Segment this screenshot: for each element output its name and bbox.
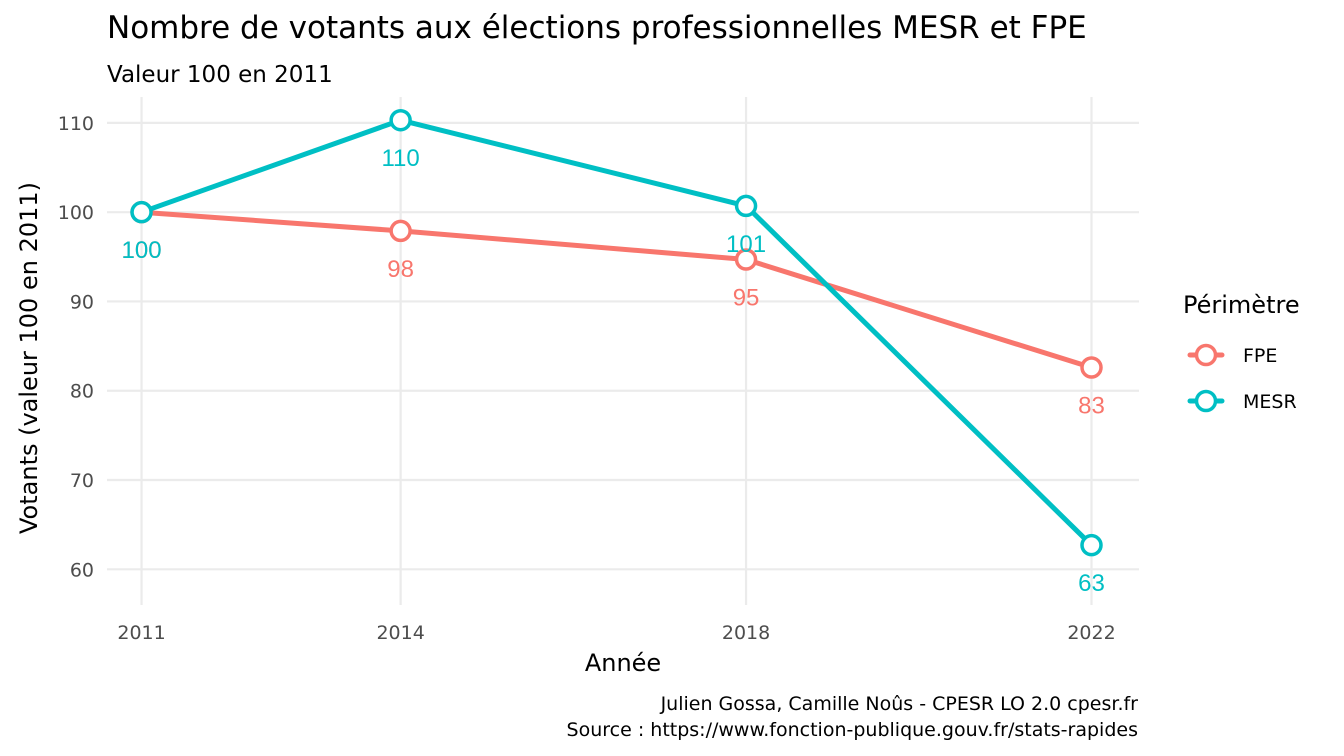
legend-title: Périmètre bbox=[1183, 291, 1300, 319]
data-label-fpe: 95 bbox=[733, 284, 760, 311]
x-tick-label: 2011 bbox=[117, 622, 165, 644]
axis-ticks: 60 70 80 90 100 110 2011 2014 2018 2022 bbox=[58, 113, 1116, 644]
data-label-mesr: 101 bbox=[726, 231, 766, 258]
x-tick-label: 2014 bbox=[376, 622, 424, 644]
y-tick-label: 100 bbox=[58, 202, 94, 224]
series-mesr bbox=[130, 108, 1103, 557]
x-axis-title: Année bbox=[585, 649, 661, 677]
y-tick-label: 80 bbox=[70, 381, 94, 403]
legend-label-mesr: MESR bbox=[1243, 391, 1297, 413]
series-fpe bbox=[130, 200, 1103, 379]
data-label-mesr: 63 bbox=[1078, 570, 1105, 597]
data-point bbox=[1080, 356, 1103, 379]
y-tick-label: 60 bbox=[70, 559, 94, 581]
data-label-fpe: 100 bbox=[122, 237, 162, 264]
series-line-mesr bbox=[139, 117, 1094, 548]
data-point bbox=[734, 194, 758, 218]
legend-label-fpe: FPE bbox=[1243, 345, 1277, 367]
y-tick-label: 110 bbox=[58, 113, 94, 135]
data-point bbox=[389, 108, 412, 132]
y-axis-title: Votants (valeur 100 en 2011) bbox=[15, 182, 43, 534]
legend-marker-fpe bbox=[1194, 343, 1218, 367]
series-lines bbox=[130, 108, 1103, 557]
gridlines bbox=[107, 97, 1139, 605]
chart-subtitle: Valeur 100 en 2011 bbox=[107, 62, 333, 88]
caption-source: Source : https://www.fonction-publique.g… bbox=[567, 719, 1138, 741]
chart-title: Nombre de votants aux élections professi… bbox=[107, 10, 1087, 46]
data-label-mesr: 100 bbox=[122, 237, 162, 264]
data-label-mesr: 110 bbox=[381, 145, 419, 172]
legend-items: FPE MESR bbox=[1187, 343, 1297, 413]
data-point bbox=[130, 200, 153, 224]
series-line-fpe bbox=[139, 209, 1094, 370]
x-tick-label: 2022 bbox=[1067, 622, 1115, 644]
y-tick-label: 70 bbox=[70, 470, 94, 492]
data-label-fpe: 83 bbox=[1078, 393, 1105, 420]
legend: Périmètre FPE MESR bbox=[1183, 291, 1300, 413]
data-point bbox=[734, 248, 758, 271]
data-label-fpe: 98 bbox=[387, 256, 414, 283]
y-tick-label: 90 bbox=[70, 291, 94, 313]
legend-marker-mesr bbox=[1194, 389, 1218, 413]
caption-credits: Julien Gossa, Camille Noûs - CPESR LO 2.… bbox=[660, 693, 1139, 715]
data-point bbox=[389, 219, 412, 243]
data-point bbox=[1080, 533, 1103, 557]
x-tick-label: 2018 bbox=[722, 622, 770, 644]
